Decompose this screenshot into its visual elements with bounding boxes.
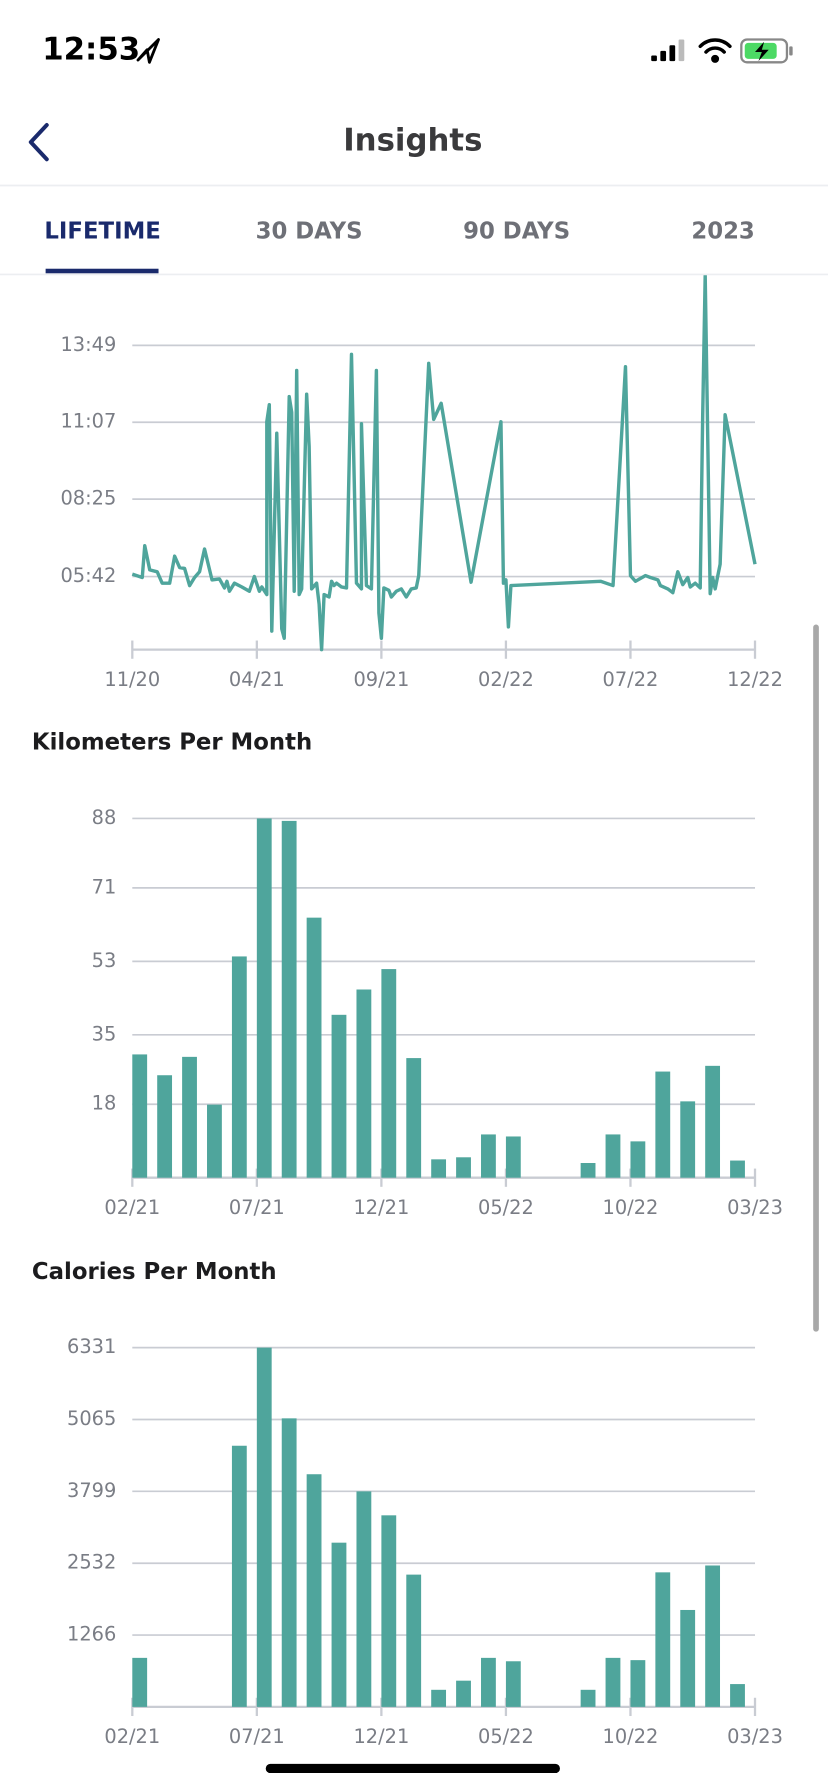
chart-title: Kilometers Per Month	[32, 730, 312, 756]
x-tick-label: 09/21	[353, 668, 409, 691]
x-tick-label: 05/22	[478, 1725, 534, 1748]
y-tick-label: 88	[92, 806, 117, 829]
bar	[481, 1134, 496, 1178]
x-tick-label: 11/20	[104, 668, 160, 691]
bar	[132, 1054, 148, 1178]
x-tick-label: 02/21	[104, 1196, 160, 1219]
x-tick-label: 12/21	[353, 1725, 409, 1748]
y-tick-label: 08:25	[60, 487, 116, 510]
y-tick-label: 2532	[67, 1551, 116, 1574]
bar	[306, 1474, 322, 1707]
x-tick-label: 07/22	[603, 668, 659, 691]
x-tick-label: 02/21	[104, 1725, 160, 1748]
tab[interactable]: 2023	[691, 219, 754, 245]
y-tick-label: 35	[92, 1022, 117, 1045]
bar	[630, 1141, 646, 1178]
bar	[580, 1163, 596, 1178]
bar	[655, 1572, 671, 1707]
signal-icon	[651, 39, 685, 62]
bar	[481, 1657, 496, 1707]
bar	[456, 1157, 471, 1178]
bar	[381, 969, 397, 1178]
bar	[231, 956, 247, 1178]
y-tick-label: 53	[92, 949, 117, 972]
back-button[interactable]	[28, 123, 49, 162]
x-tick-label: 10/22	[603, 1725, 659, 1748]
bar	[680, 1101, 696, 1178]
data-line	[131, 273, 757, 652]
bar	[356, 1491, 372, 1707]
bar	[231, 1445, 247, 1707]
y-tick-label: 13:49	[60, 333, 116, 356]
x-tick-label: 03/23	[727, 1725, 783, 1748]
location-icon	[136, 38, 160, 64]
bar	[331, 1542, 347, 1707]
chart-title: Calories Per Month	[32, 1259, 277, 1285]
bar	[730, 1684, 745, 1707]
x-tick-label: 12/21	[353, 1196, 409, 1219]
bar	[406, 1058, 422, 1178]
bar	[655, 1071, 671, 1178]
y-tick-label: 05:42	[60, 564, 116, 587]
tab-indicator	[45, 268, 159, 274]
bar	[256, 818, 272, 1178]
x-tick-label: 10/22	[603, 1196, 659, 1219]
page-title: Insights	[343, 123, 482, 159]
bar	[157, 1075, 173, 1178]
clock: 12:53	[42, 31, 140, 67]
tab[interactable]: 90 DAYS	[463, 219, 570, 245]
y-tick-label: 18	[92, 1092, 117, 1115]
bar	[431, 1689, 447, 1707]
top-bar: 12:53 Insights LIFETIME 30 DAYS 90 DAYS …	[0, 1, 828, 276]
tab[interactable]: LIFETIME	[44, 219, 160, 245]
bar	[306, 917, 322, 1178]
scrollbar	[813, 624, 819, 1332]
x-tick-label: 05/22	[478, 1196, 534, 1219]
x-tick-label: 04/21	[229, 668, 285, 691]
home-indicator	[265, 1763, 560, 1774]
bar	[207, 1104, 222, 1178]
x-tick-label: 07/21	[229, 1725, 285, 1748]
bar	[381, 1515, 397, 1707]
bar	[705, 1065, 721, 1178]
y-tick-label: 71	[92, 875, 117, 898]
bar	[281, 1418, 297, 1707]
bar	[680, 1609, 696, 1707]
top-bar-bg	[0, 1, 828, 275]
x-tick-label: 02/22	[478, 668, 534, 691]
x-tick-label: 07/21	[229, 1196, 285, 1219]
bar	[705, 1565, 721, 1707]
battery-icon	[740, 38, 793, 64]
y-tick-label: 11:07	[60, 410, 116, 433]
bar	[730, 1160, 745, 1178]
bar	[256, 1347, 272, 1707]
bar	[630, 1660, 646, 1707]
bar	[605, 1134, 621, 1178]
wifi-icon	[698, 38, 732, 63]
scroll-content: 05:4208:2511:0713:4916:3211/2004/2109/21…	[32, 255, 783, 1748]
bar	[182, 1056, 197, 1178]
bar	[605, 1657, 621, 1707]
bar	[132, 1657, 148, 1707]
x-tick-label: 03/23	[727, 1196, 783, 1219]
y-tick-label: 6331	[67, 1335, 116, 1358]
y-tick-label: 5065	[67, 1407, 116, 1430]
bar	[505, 1661, 521, 1707]
x-tick-label: 12/22	[727, 668, 783, 691]
bar	[456, 1680, 471, 1707]
bar	[431, 1159, 447, 1178]
bar	[580, 1689, 596, 1707]
y-tick-label: 1266	[67, 1623, 116, 1646]
y-tick-label: 3799	[67, 1479, 116, 1502]
bar	[356, 989, 372, 1178]
bar	[281, 820, 297, 1178]
bar	[505, 1136, 521, 1178]
bar	[406, 1574, 422, 1707]
tab[interactable]: 30 DAYS	[256, 219, 363, 245]
bar	[331, 1014, 347, 1178]
